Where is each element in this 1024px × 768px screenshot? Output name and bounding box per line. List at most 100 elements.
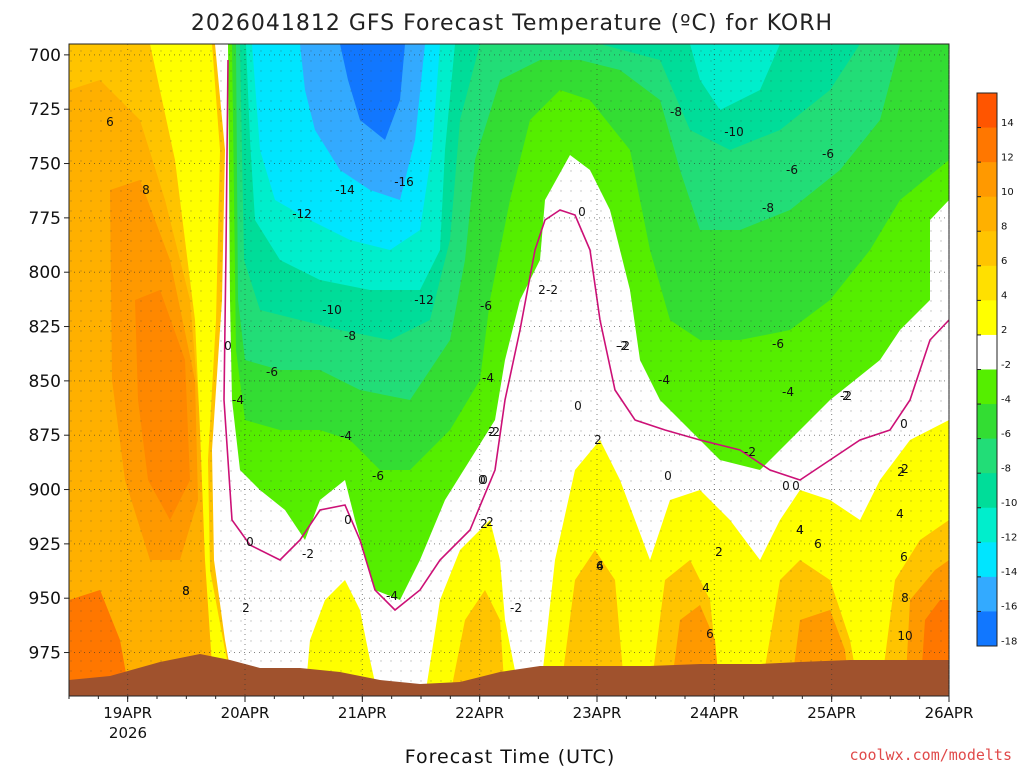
contour-label: 4 bbox=[702, 581, 710, 595]
x-tick-label: 19APR bbox=[103, 704, 152, 722]
contour-label: -4 bbox=[482, 371, 494, 385]
x-tick-label: 26APR bbox=[925, 704, 974, 722]
colorbar-swatch bbox=[977, 93, 997, 129]
y-tick-label: 750 bbox=[29, 155, 61, 175]
contour-label: 8 bbox=[142, 183, 150, 197]
contour-label: 0 bbox=[900, 417, 908, 431]
contour-label: -6 bbox=[266, 365, 278, 379]
contour-label: 2 bbox=[242, 601, 250, 615]
y-tick-label: 875 bbox=[29, 426, 61, 446]
contour-label: 6 bbox=[900, 550, 908, 564]
y-tick-label: 825 bbox=[29, 318, 61, 338]
contour-label: 6 bbox=[814, 537, 822, 551]
contour-label: -6 bbox=[772, 337, 784, 351]
plot-area bbox=[69, 44, 949, 696]
chart-title: 2026041812 GFS Forecast Temperature (ºC)… bbox=[191, 11, 833, 36]
x-year-label: 2026 bbox=[109, 724, 147, 742]
colorbar-label: 4 bbox=[1001, 291, 1007, 302]
contour-label: -6 bbox=[372, 469, 384, 483]
contour-label: 0 bbox=[224, 339, 232, 353]
x-tick-label: 23APR bbox=[573, 704, 622, 722]
contour-label: -12 bbox=[414, 293, 434, 307]
x-axis: 19APR 20APR 21APR 22APR 23APR 24APR 25APR 26APR bbox=[68, 44, 974, 722]
colorbar-swatch bbox=[977, 300, 997, 336]
contour-label: 0 bbox=[574, 399, 582, 413]
contour-label: -2 bbox=[616, 339, 628, 353]
colorbar-label: 10 bbox=[1001, 187, 1014, 198]
contour-label: -4 bbox=[782, 385, 794, 399]
contour-label: -6 bbox=[822, 147, 834, 161]
contour-label: -8 bbox=[344, 329, 356, 343]
y-tick-label: 850 bbox=[29, 372, 61, 392]
colorbar-label: -14 bbox=[1001, 567, 1017, 578]
contour-label: -2 bbox=[618, 339, 630, 353]
contour-labels: 6880-4-6-4-12-10-8-14-16-12-6-4-20-6-2-2… bbox=[106, 105, 912, 643]
contour-label: 8 bbox=[182, 584, 190, 598]
contour-label: -2 bbox=[744, 445, 756, 459]
contour-label: -2 bbox=[302, 547, 314, 561]
contour-label: 2 bbox=[480, 517, 488, 531]
contour-label: 0 bbox=[664, 469, 672, 483]
colorbar-swatch bbox=[977, 265, 997, 301]
contour-label: 2 bbox=[488, 425, 496, 439]
colorbar-swatch bbox=[977, 231, 997, 267]
contour-label: -10 bbox=[322, 303, 342, 317]
x-tick-label: 20APR bbox=[221, 704, 270, 722]
colorbar-swatch bbox=[977, 162, 997, 198]
x-tick-label: 25APR bbox=[807, 704, 856, 722]
contour-label: -16 bbox=[394, 175, 414, 189]
contour-label: -4 bbox=[340, 429, 352, 443]
contour-label: 6 bbox=[106, 115, 114, 129]
colorbar-label: -4 bbox=[1001, 394, 1011, 405]
colorbar-swatch bbox=[977, 507, 997, 543]
contour-label: 0 bbox=[782, 479, 790, 493]
contour-label: 2 bbox=[897, 465, 905, 479]
colorbar-swatch bbox=[977, 404, 997, 440]
y-tick-label: 775 bbox=[29, 209, 61, 229]
colorbar-label: 12 bbox=[1001, 152, 1014, 163]
colorbar-swatch bbox=[977, 542, 997, 578]
colorbar-label: -6 bbox=[1001, 429, 1011, 440]
contour-label: -6 bbox=[786, 163, 798, 177]
colorbar-label: -12 bbox=[1001, 533, 1017, 544]
x-tick-label: 24APR bbox=[690, 704, 739, 722]
contour-label: 2 bbox=[901, 462, 909, 476]
y-tick-label: 975 bbox=[29, 644, 61, 664]
colorbar-label: -18 bbox=[1001, 636, 1017, 647]
colorbar-label: -10 bbox=[1001, 498, 1017, 509]
contour-label: -2 bbox=[488, 425, 500, 439]
colorbar-swatch bbox=[977, 334, 997, 370]
contour-label: 2 bbox=[842, 389, 850, 403]
contour-label: -2 bbox=[546, 283, 558, 297]
colorbar-label: 6 bbox=[1001, 256, 1007, 267]
terrain bbox=[69, 654, 949, 696]
colorbar-swatch bbox=[977, 369, 997, 405]
x-tick-label: 22APR bbox=[455, 704, 504, 722]
contour-label: 0 bbox=[478, 473, 486, 487]
contour-label: 0 bbox=[246, 535, 254, 549]
colorbar: 14 12 10 8 6 4 2 -2 -4 -6 -8 -10 -12 -14 -16 -18 bbox=[976, 92, 1017, 647]
contour-label: 8 bbox=[182, 584, 190, 598]
contour-label: 4 bbox=[896, 507, 904, 521]
y-tick-label: 800 bbox=[29, 263, 61, 283]
contour-label: -4 bbox=[658, 373, 670, 387]
colorbar-swatch bbox=[977, 127, 997, 163]
colorbar-swatch bbox=[977, 196, 997, 232]
contour-label: 2 bbox=[538, 283, 546, 297]
contour-label: 4 bbox=[796, 523, 804, 537]
colorbar-label: -8 bbox=[1001, 463, 1011, 474]
colorbar-swatch bbox=[977, 611, 997, 647]
x-tick-label: 21APR bbox=[338, 704, 387, 722]
colorbar-label: 2 bbox=[1001, 325, 1007, 336]
contour-label: 4 bbox=[596, 559, 604, 573]
colorbar-swatch bbox=[977, 473, 997, 509]
y-tick-label: 700 bbox=[29, 46, 61, 66]
contour-label: 6 bbox=[596, 559, 604, 573]
contour-label: -12 bbox=[292, 207, 312, 221]
contour-label: 0 bbox=[480, 473, 488, 487]
contour-label: 2 bbox=[486, 515, 494, 529]
contour-label: 0 bbox=[578, 205, 586, 219]
contour-label: 10 bbox=[897, 629, 912, 643]
credit-text: coolwx.com/modelts bbox=[849, 746, 1012, 764]
